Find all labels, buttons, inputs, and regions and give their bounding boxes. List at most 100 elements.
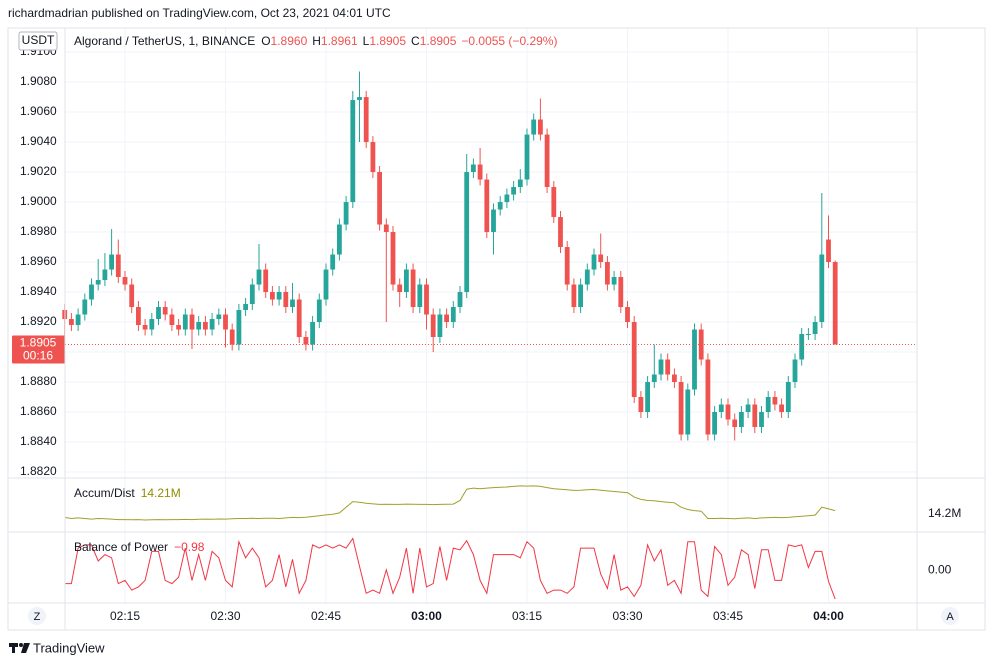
candle-body [176, 325, 181, 330]
candle-body [404, 269, 409, 293]
candle-body [591, 254, 597, 270]
candle-body [209, 319, 215, 330]
pane-value: 14.21M [141, 486, 181, 500]
ohlc-key: O [261, 34, 270, 48]
candle-body [203, 322, 208, 330]
x-tick-label: 04:00 [813, 609, 844, 623]
ohlc-value: 1.8905 [369, 34, 406, 48]
candle-body [538, 119, 543, 135]
pane-axis-label: 0.00 [928, 563, 952, 577]
candle-body [189, 314, 195, 330]
candle-body [397, 284, 403, 293]
candle-body [109, 254, 114, 270]
candle-body [511, 187, 516, 195]
candle-body [263, 269, 269, 293]
candle-body [491, 209, 496, 233]
candle-body [243, 304, 248, 311]
candle-body [390, 232, 396, 285]
candle-body [75, 314, 81, 326]
candle-body [739, 412, 744, 428]
candle-body [156, 307, 161, 320]
tradingview-logo [9, 643, 30, 653]
candle-body [638, 397, 644, 413]
symbol: Algorand / TetherUS, 1, BINANCE [74, 34, 255, 48]
button-z[interactable]: Z [34, 611, 41, 623]
candle-body [136, 307, 141, 326]
candle-body [732, 419, 738, 428]
countdown: 00:16 [23, 349, 53, 363]
candle-body [122, 277, 128, 285]
candle-body [484, 179, 490, 233]
candle-body [249, 284, 255, 305]
candle-body [571, 284, 577, 308]
candle-body [223, 314, 228, 330]
candle-body [517, 179, 523, 188]
pane-name: Balance of Power [74, 540, 168, 554]
candle-body [196, 322, 202, 330]
x-tick-label: 02:15 [110, 609, 140, 623]
currency[interactable]: USDT [22, 33, 55, 47]
candle-body [806, 334, 811, 336]
logo-mark [19, 643, 23, 647]
candle-body [350, 100, 356, 203]
y-tick-label: 1.8960 [20, 254, 57, 268]
y-tick-label: 1.9000 [20, 194, 57, 208]
candle-body [584, 269, 590, 285]
x-tick-label: 03:30 [612, 609, 642, 623]
indicator-line [64, 485, 836, 521]
attribution: richardmadrian published on TradingView.… [8, 6, 391, 20]
candle-body [337, 224, 342, 255]
candle-body [558, 217, 563, 248]
candle-body [69, 319, 74, 326]
currency-box[interactable] [18, 31, 58, 51]
candle-body [752, 404, 758, 428]
candle-body [377, 172, 382, 225]
candle-body [115, 254, 121, 278]
candle-body [725, 404, 731, 420]
candle-body [310, 322, 315, 345]
marks-layer [62, 71, 917, 600]
candle-body [276, 292, 282, 300]
candle-body [544, 134, 550, 188]
candle-body [229, 329, 235, 345]
candle-body [283, 292, 289, 308]
pane-name: Accum/Dist [74, 486, 135, 500]
candle-body [745, 404, 751, 413]
candle-body [129, 284, 135, 308]
candle-body [464, 172, 470, 293]
candle-body [531, 119, 537, 135]
button-a[interactable]: A [946, 611, 954, 623]
candle-body [410, 269, 416, 308]
logo-mark [21, 643, 30, 653]
candle-body [692, 329, 697, 390]
candle-body [832, 262, 838, 345]
change: −0.0055 (−0.29%) [461, 34, 557, 48]
y-tick-label: 1.8980 [20, 224, 57, 238]
candle-body [82, 299, 88, 315]
candle-body [270, 292, 275, 300]
x-tick-label: 03:15 [512, 609, 542, 623]
y-tick-label: 1.8940 [20, 284, 57, 298]
ohlc-key: C [411, 34, 420, 48]
candle-body [678, 382, 684, 435]
candle-body [598, 254, 604, 263]
x-tick-label: 02:30 [210, 609, 240, 623]
candle-body [792, 359, 798, 383]
last-price-label: 1.8905 [20, 336, 57, 350]
candle-body [417, 284, 423, 308]
candle-body [812, 322, 818, 335]
indicator-line [64, 537, 836, 600]
candle-body [578, 284, 583, 308]
candle-body [705, 359, 711, 435]
y-tick-label: 1.8920 [20, 314, 57, 328]
candle-body [216, 314, 222, 320]
candle-body [651, 374, 657, 383]
ohlc-key: L [363, 34, 370, 48]
button-bg[interactable] [941, 607, 959, 625]
candle-body [471, 164, 476, 173]
logo-mark [12, 643, 15, 653]
candle-body [631, 322, 637, 398]
button-bg[interactable] [28, 607, 46, 625]
y-tick-label: 1.9060 [20, 104, 57, 118]
